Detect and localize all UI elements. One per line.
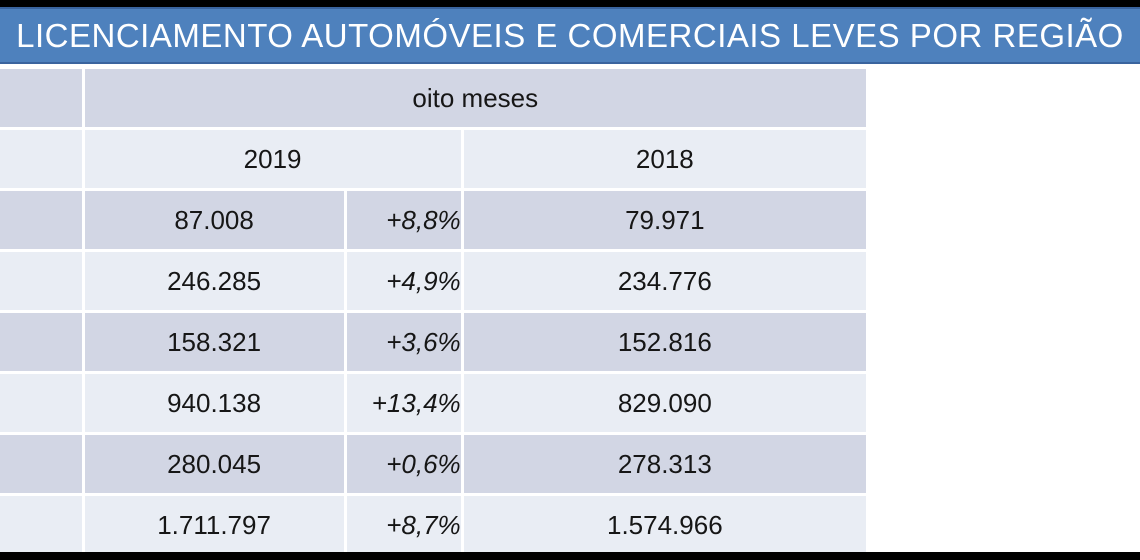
percent-change-cell: +4,9% [346,252,461,310]
region-cell [0,496,82,554]
value-2018-cell: 1.574.966 [463,496,866,554]
percent-change-cell: +8,7% [346,496,461,554]
region-cell [0,435,82,493]
value-2018-cell: 278.313 [463,435,866,493]
value-2018-cell: 829.090 [463,374,866,432]
table-row: 87.008 +8,8% 79.971 [0,191,866,249]
value-2019-cell: 280.045 [84,435,344,493]
percent-change-cell: +8,8% [346,191,461,249]
region-cell: e [0,252,82,310]
region-header-cell [0,130,82,188]
header-row-years: 2019 2018 [0,130,866,188]
page-title: LICENCIAMENTO AUTOMÓVEIS E COMERCIAIS LE… [16,16,1124,54]
value-2018-cell: 234.776 [463,252,866,310]
table-row: 1.711.797 +8,7% 1.574.966 [0,496,866,554]
value-2019-cell: 87.008 [84,191,344,249]
value-2019-cell: 1.711.797 [84,496,344,554]
licensing-table: oito meses 2019 2018 87.008 +8,8% 79.971… [0,66,869,557]
value-2018-cell: 79.971 [463,191,866,249]
header-row-period: oito meses [0,69,866,127]
bottom-black-bar [0,552,1140,560]
table-row: 940.138 +13,4% 829.090 [0,374,866,432]
region-cell [0,191,82,249]
top-black-bar [0,0,1140,7]
region-cell: Oeste [0,313,82,371]
percent-change-cell: +0,6% [346,435,461,493]
value-2018-cell: 152.816 [463,313,866,371]
value-2019-cell: 940.138 [84,374,344,432]
table-row: Oeste 158.321 +3,6% 152.816 [0,313,866,371]
value-2019-cell: 158.321 [84,313,344,371]
period-header-cell: oito meses [84,69,866,127]
title-bar: LICENCIAMENTO AUTOMÓVEIS E COMERCIAIS LE… [0,7,1140,64]
region-cell [0,374,82,432]
table-row: e 246.285 +4,9% 234.776 [0,252,866,310]
year-header-2019: 2019 [84,130,461,188]
percent-change-cell: +3,6% [346,313,461,371]
table-row: 280.045 +0,6% 278.313 [0,435,866,493]
value-2019-cell: 246.285 [84,252,344,310]
percent-change-cell: +13,4% [346,374,461,432]
region-header-cell [0,69,82,127]
year-header-2018: 2018 [463,130,866,188]
